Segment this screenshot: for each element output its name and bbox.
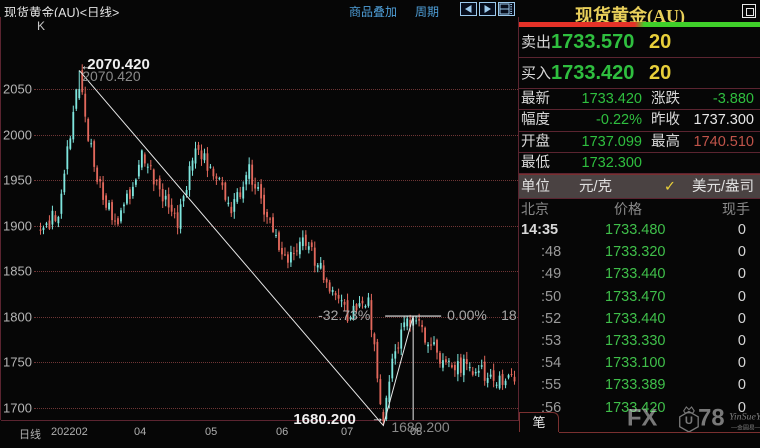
svg-text:—金圆易—: —金圆易— — [731, 423, 760, 431]
